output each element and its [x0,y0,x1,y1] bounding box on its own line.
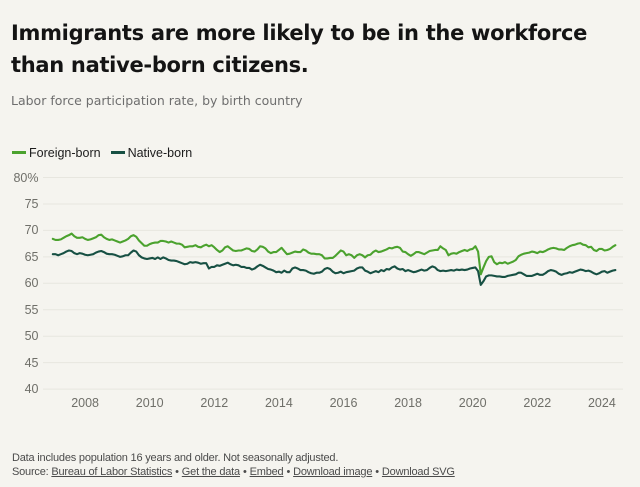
page-title: Immigrants are more likely to be in the … [11,20,588,77]
y-tick-label-60: 60 [24,276,39,291]
x-tick-label-2022: 2022 [523,396,552,411]
y-tick-label-65: 65 [24,249,39,264]
y-tick-label-45: 45 [24,355,39,370]
y-tick-label-70: 70 [24,223,39,238]
download-svg-link[interactable]: Download SVG [381,466,455,478]
line-foreign-born [51,232,617,276]
legend-item-native-born: Native-born [110,145,193,161]
embed-link[interactable]: Embed [249,466,284,478]
y-tick-label-75: 75 [24,196,39,211]
legend-label: Foreign-born [29,146,101,160]
y-tick-label-55: 55 [24,302,39,317]
y-tick-label-80: 80% [13,170,39,185]
y-tick-label-40: 40 [24,382,39,397]
x-tick-label-2010: 2010 [135,396,164,411]
page-subtitle: Labor force participation rate, by birth… [11,93,303,108]
separator: • [175,466,179,478]
x-tick-label-2024: 2024 [587,396,616,411]
x-tick-label-2014: 2014 [264,396,293,411]
source-line: Source: Bureau of Labor Statistics • Get t… [12,466,455,478]
chart-notes: Data includes population 16 years and ol… [12,451,339,464]
legend: Foreign-born Native-born [12,145,202,161]
x-tick-label-2018: 2018 [394,396,422,411]
x-tick-label-2016: 2016 [329,396,358,411]
separator: • [242,466,247,478]
line-native-born [51,249,617,286]
legend-swatch [12,151,26,154]
separator: • [286,466,291,478]
x-tick-label-2008: 2008 [71,396,99,411]
x-tick-label-2020: 2020 [458,396,487,411]
legend-label: Native-born [127,146,193,160]
y-tick-label-50: 50 [24,329,39,344]
get-the-data-link[interactable]: Get the data [181,466,240,478]
x-tick-label-2012: 2012 [200,396,229,411]
source-link[interactable]: Bureau of Labor Statistics [51,466,173,478]
legend-item-foreign-born: Foreign-born [12,145,101,161]
line-chart [43,177,623,390]
separator: • [375,466,379,478]
download-image-link[interactable]: Download image [293,466,373,478]
source-prefix: Source: [12,466,52,478]
legend-swatch [110,151,125,154]
